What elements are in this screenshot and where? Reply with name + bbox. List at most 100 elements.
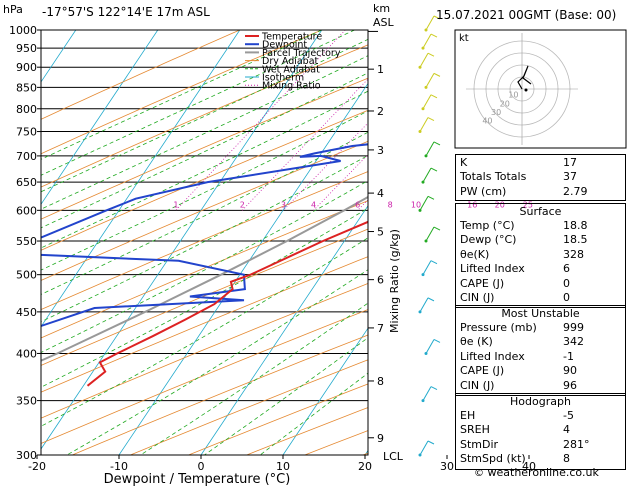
surface-row: Lifted Index 6 xyxy=(456,262,625,276)
index-row: Totals Totals 37 xyxy=(456,170,625,184)
wind-barb xyxy=(424,141,441,158)
asl-unit-label: ASL xyxy=(373,16,395,29)
wind-barb-base xyxy=(424,351,428,355)
km-tick-label: 2 xyxy=(377,105,384,118)
hodo-param-label: StmDir xyxy=(460,437,499,451)
dry-adiabat-line xyxy=(41,171,368,311)
wind-barb xyxy=(424,226,441,243)
most-unstable-label: CAPE (J) xyxy=(460,364,505,378)
dry-adiabat-line xyxy=(41,44,368,188)
legend-entry: Temperature xyxy=(245,32,322,43)
wind-barb xyxy=(418,195,435,212)
wet-adiabat-line xyxy=(41,55,368,210)
temp-tick-label: 30 xyxy=(440,460,454,473)
km-tick-label: 3 xyxy=(377,144,384,157)
mixing-ratio-line xyxy=(175,30,346,211)
legend-label: Mixing Ratio xyxy=(262,81,321,92)
legend-label: Wet Adiabat xyxy=(262,64,320,75)
hodo-param-label: SREH xyxy=(460,423,490,437)
pressure-label-400: 400 xyxy=(16,347,37,360)
most-unstable-label: CIN (J) xyxy=(460,378,495,392)
wind-barb-flag xyxy=(427,297,435,302)
most-unstable-value: 90 xyxy=(563,364,577,378)
most-unstable-label: Lifted Index xyxy=(460,349,525,363)
mixing-ratio-label: 3 xyxy=(281,200,286,209)
legend-entry: Dry Adiabat xyxy=(245,56,319,67)
wind-barb xyxy=(424,72,441,89)
pressure-label-650: 650 xyxy=(16,176,37,189)
wind-barb-staff xyxy=(425,226,435,242)
legend-entry: Mixing Ratio xyxy=(245,81,321,92)
isotherm-line xyxy=(41,30,241,328)
temp-tick-label: 0 xyxy=(198,460,205,473)
index-label: K xyxy=(460,156,468,169)
mixing-ratio-label: 10 xyxy=(411,200,421,209)
wind-barb xyxy=(421,260,438,277)
wind-barb xyxy=(418,52,435,69)
wind-barb-flag xyxy=(433,72,441,77)
pressure-label-950: 950 xyxy=(16,42,37,55)
datetime-title: 15.07.2021 00GMT (Base: 00) xyxy=(436,8,616,22)
hodograph-table: Hodograph EH -5 SREH 4 StmDir 281° StmSpd (kt)… xyxy=(455,393,626,470)
wind-barb xyxy=(424,339,441,355)
temp-tick-label: -10 xyxy=(110,460,128,473)
storm-motion-marker xyxy=(524,88,528,92)
pressure-label-450: 450 xyxy=(16,306,37,319)
most-unstable-title: Most Unstable xyxy=(501,307,580,320)
surface-title: Surface xyxy=(519,205,562,218)
most-unstable-row: CIN (J) 96 xyxy=(456,379,625,393)
wind-barb-staff xyxy=(425,339,435,354)
surface-value: 6 xyxy=(563,262,570,276)
wind-barb xyxy=(421,94,438,111)
hodo-param-label: StmSpd (kt) xyxy=(460,452,526,466)
hodo-param-value: -5 xyxy=(563,409,574,422)
hodograph-ring-label: 30 xyxy=(491,108,501,117)
surface-table: Surface Temp (°C) 18.8 Dewp (°C) 18.5 θe(K) 3… xyxy=(455,203,626,309)
wind-barb-base xyxy=(424,28,428,32)
km-tick-label: 5 xyxy=(377,226,384,239)
temperature-line xyxy=(86,220,368,387)
surface-value: 18.8 xyxy=(563,219,588,232)
isotherm-line xyxy=(41,30,323,450)
temp-tick-label: 40 xyxy=(522,460,536,473)
mixing-ratio-line xyxy=(242,78,368,211)
index-label: Totals Totals xyxy=(460,170,527,184)
legend-label: Parcel Trajectory xyxy=(262,48,341,59)
surface-label: Lifted Index xyxy=(460,262,525,276)
wind-barb xyxy=(421,33,438,50)
surface-label: θe(K) xyxy=(460,247,490,261)
wind-barb-staff xyxy=(422,33,432,49)
wet-adiabat-line xyxy=(41,131,368,295)
wind-barb-flag xyxy=(427,117,435,121)
hodograph-unit-label: kt xyxy=(459,33,469,44)
indices-table: K 17 Totals Totals 37 PW (cm) 2.79 xyxy=(455,154,626,202)
km-tick-label: 7 xyxy=(377,322,384,335)
x-axis-label: Dewpoint / Temperature (°C) xyxy=(104,472,291,486)
dry-adiabat-line xyxy=(41,140,368,281)
mixing-ratio-label: 2 xyxy=(240,200,245,209)
wind-barb-base xyxy=(418,310,422,314)
surface-label: CAPE (J) xyxy=(460,276,505,290)
wind-barb-staff xyxy=(419,297,429,313)
surface-row: CAPE (J) 0 xyxy=(456,277,625,291)
index-value: 17 xyxy=(563,156,577,169)
wind-barb-staff xyxy=(419,117,429,132)
wind-barb-base xyxy=(421,107,425,111)
site-link[interactable]: weatheronline.co.uk xyxy=(487,466,599,479)
most-unstable-value: 999 xyxy=(563,321,584,334)
most-unstable-table: Most Unstable Pressure (mb) 999 θe (K) 342 L… xyxy=(455,305,626,396)
index-label: PW (cm) xyxy=(460,184,507,198)
wind-barb-base xyxy=(421,180,425,184)
most-unstable-row: Pressure (mb) 999 xyxy=(456,321,625,335)
surface-row: CIN (J) 0 xyxy=(456,291,625,305)
legend-entry: Parcel Trajectory xyxy=(245,48,341,59)
wind-barb-flag xyxy=(433,15,441,20)
wind-barb xyxy=(421,167,438,184)
isotherm-line xyxy=(41,30,159,206)
wind-barb-base xyxy=(424,239,428,243)
surface-label: Dewp (°C) xyxy=(460,233,517,247)
wind-barb-flag xyxy=(427,52,435,57)
surface-value: 0 xyxy=(563,276,570,290)
